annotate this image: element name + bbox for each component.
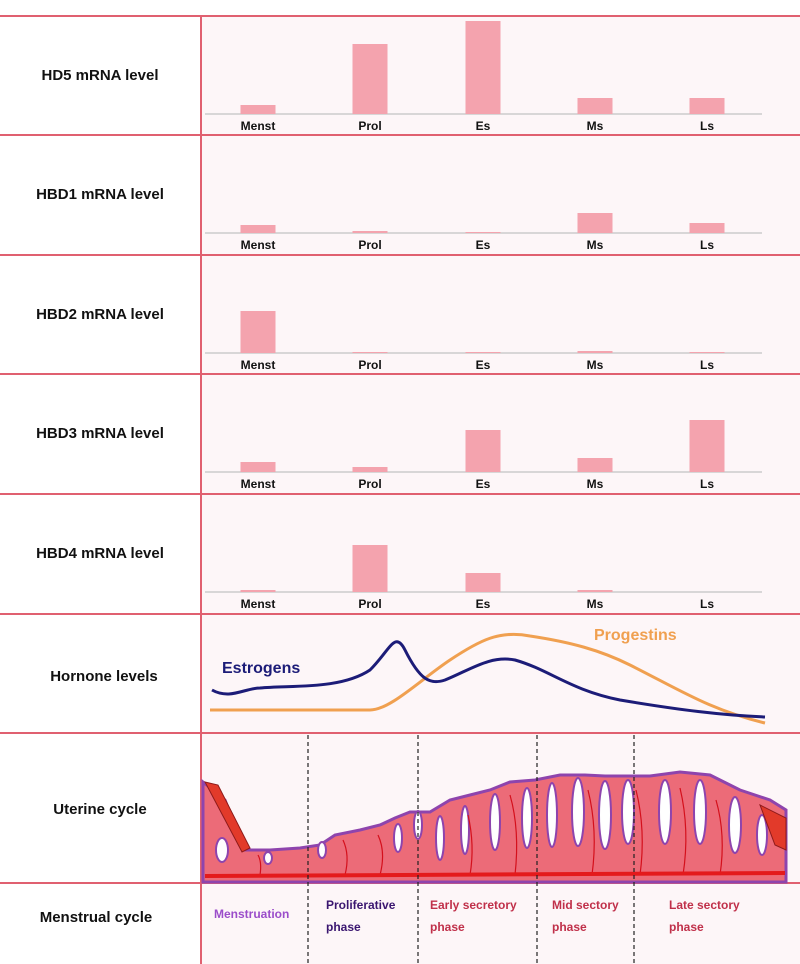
- basal-layer: [204, 871, 786, 878]
- bar: [465, 573, 501, 592]
- bar: [577, 98, 613, 114]
- bar: [689, 98, 725, 114]
- x-tick-label: Es: [476, 597, 491, 611]
- row-title: Uterine cycle: [53, 801, 146, 818]
- phase-label: Proliferative: [326, 898, 396, 912]
- x-tick-label: Prol: [358, 477, 381, 491]
- bar: [689, 352, 725, 353]
- glands: [215, 777, 768, 865]
- bar: [352, 44, 388, 114]
- row-title: HBD2 mRNA level: [36, 306, 164, 323]
- x-tick-label: Ls: [700, 119, 714, 133]
- bar: [240, 590, 276, 592]
- x-tick-label: Ms: [587, 238, 604, 252]
- bar: [465, 21, 501, 114]
- bar: [352, 545, 388, 592]
- bar: [577, 458, 613, 472]
- x-tick-label: Ls: [700, 238, 714, 252]
- x-tick-label: Menst: [241, 119, 276, 133]
- bar: [465, 430, 501, 472]
- bar: [577, 351, 613, 353]
- bar: [240, 225, 276, 233]
- progestin-curve: [210, 632, 766, 725]
- x-tick-label: Ms: [587, 358, 604, 372]
- phase-label: Menstruation: [214, 907, 289, 921]
- row-title: Menstrual cycle: [40, 909, 153, 926]
- progestin-label: Progestins: [594, 627, 677, 644]
- x-tick-label: Ms: [587, 477, 604, 491]
- bar: [352, 352, 388, 353]
- bar: [240, 105, 276, 114]
- phase-label: Mid sectory: [552, 898, 619, 912]
- x-tick-label: Menst: [241, 238, 276, 252]
- phase-dividers: [307, 735, 635, 964]
- x-tick-label: Ms: [587, 597, 604, 611]
- phase-label: phase: [552, 920, 587, 934]
- bar: [577, 590, 613, 592]
- estrogen-curve: [211, 640, 766, 719]
- bar: [240, 311, 276, 353]
- row-title: HBD1 mRNA level: [36, 186, 164, 203]
- row-title: Hornone levels: [50, 668, 158, 685]
- x-tick-label: Prol: [358, 358, 381, 372]
- x-tick-label: Ls: [700, 358, 714, 372]
- bar: [352, 231, 388, 233]
- x-tick-label: Prol: [358, 119, 381, 133]
- x-tick-label: Menst: [241, 358, 276, 372]
- x-tick-label: Es: [476, 477, 491, 491]
- bar: [689, 420, 725, 472]
- x-tick-label: Ms: [587, 119, 604, 133]
- x-tick-label: Prol: [358, 238, 381, 252]
- phase-label: Early secretory: [430, 898, 517, 912]
- shed-tissue: [204, 781, 251, 853]
- bar: [689, 223, 725, 233]
- estrogen-label: Estrogens: [222, 660, 300, 677]
- phase-label: Late sectory: [669, 898, 740, 912]
- bar: [577, 213, 613, 233]
- separators: [0, 15, 800, 964]
- row-title: HBD3 mRNA level: [36, 425, 164, 442]
- vessels: [257, 787, 723, 876]
- phase-labels: Menstruation Proliferative phase Early secr…: [214, 898, 740, 934]
- phase-label: phase: [326, 920, 361, 934]
- bar: [240, 462, 276, 472]
- x-tick-label: Es: [476, 238, 491, 252]
- x-tick-label: Prol: [358, 597, 381, 611]
- x-tick-label: Ls: [700, 597, 714, 611]
- x-tick-label: Es: [476, 358, 491, 372]
- x-tick-label: Menst: [241, 477, 276, 491]
- bar: [465, 352, 501, 353]
- x-tick-label: Menst: [241, 597, 276, 611]
- row-title: HBD4 mRNA level: [36, 545, 164, 562]
- bar: [352, 467, 388, 472]
- row-title: HD5 mRNA level: [42, 67, 159, 84]
- phase-label: phase: [669, 920, 704, 934]
- x-tick-label: Ls: [700, 477, 714, 491]
- shed-tissue: [759, 803, 787, 851]
- bar: [465, 232, 501, 233]
- x-tick-label: Es: [476, 119, 491, 133]
- phase-label: phase: [430, 920, 465, 934]
